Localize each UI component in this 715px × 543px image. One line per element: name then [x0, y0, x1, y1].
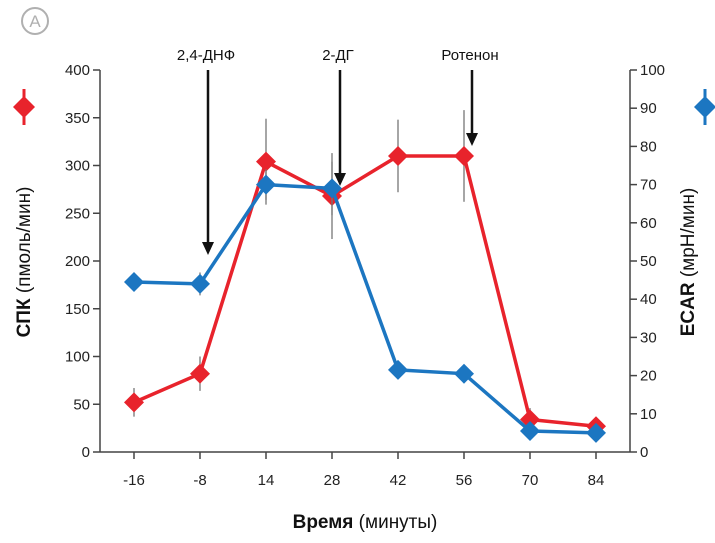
y-right-title: ECAR (мрН/мин)	[678, 188, 699, 337]
x-axis-title: Время (минуты)	[293, 512, 438, 533]
annotations: 2,4-ДНФ 2-ДГ Ротенон	[177, 47, 499, 255]
annotation-arrow-head	[466, 132, 478, 146]
panel-letter: A	[29, 12, 41, 31]
x-tick-label: 84	[588, 472, 605, 489]
annotation-arrow-head	[334, 173, 346, 187]
y-right-tick-label: 10	[640, 406, 657, 423]
panel-badge-circle	[21, 7, 49, 35]
y-right-tick-label: 30	[640, 329, 657, 346]
y-right-tick-label: 80	[640, 138, 657, 155]
x-tick-label: 14	[258, 472, 275, 489]
left-legend-marker	[13, 89, 35, 125]
x-axis-title-bold: Время	[293, 512, 354, 533]
y-right-tick-label: 60	[640, 215, 657, 232]
y-right-tick-label: 20	[640, 368, 657, 385]
y-left-tick-label: 300	[65, 158, 90, 175]
legend-diamond	[13, 96, 35, 118]
series-layer	[124, 110, 606, 443]
y-right-title-bold: ECAR	[678, 282, 699, 336]
right-legend-marker	[694, 89, 715, 125]
y-right-tick-label: 40	[640, 291, 657, 308]
y-left-tick-label: 200	[65, 253, 90, 270]
left-axis-ticks: 0 50 100 150 200 250 300 350 400	[65, 62, 100, 461]
annotation-label: 2-ДГ	[322, 47, 354, 64]
y-left-tick-label: 250	[65, 205, 90, 222]
data-point	[124, 392, 144, 413]
data-point	[190, 363, 210, 384]
y-left-tick-label: 150	[65, 301, 90, 318]
y-left-title: СПК (пмоль/мин)	[14, 187, 35, 338]
series-line	[133, 182, 597, 435]
y-right-tick-label: 0	[640, 444, 648, 461]
y-left-tick-label: 0	[82, 444, 90, 461]
x-tick-label: 28	[324, 472, 341, 489]
y-left-tick-label: 350	[65, 110, 90, 127]
x-tick-label: -8	[193, 472, 206, 489]
y-right-tick-label: 100	[640, 62, 665, 79]
data-point	[454, 363, 474, 384]
data-point	[256, 151, 276, 172]
x-tick-label: 42	[390, 472, 407, 489]
annotation-label: 2,4-ДНФ	[177, 47, 235, 64]
panel-badge: A	[21, 7, 49, 35]
data-point	[520, 420, 540, 441]
annotation-label: Ротенон	[441, 47, 498, 64]
x-tick-label: 70	[522, 472, 539, 489]
data-point	[124, 272, 144, 293]
data-point	[190, 273, 210, 294]
x-tick-label: 56	[456, 472, 473, 489]
y-left-tick-label: 100	[65, 349, 90, 366]
data-point	[454, 145, 474, 166]
y-right-tick-label: 70	[640, 177, 657, 194]
y-right-tick-label: 50	[640, 253, 657, 270]
data-point	[388, 145, 408, 166]
x-axis-title-rest: (минуты)	[353, 512, 437, 533]
y-right-tick-label: 90	[640, 100, 657, 117]
series-СПК	[124, 110, 606, 437]
data-point	[586, 422, 606, 443]
series-ECAR	[124, 161, 606, 443]
y-left-tick-label: 400	[65, 62, 90, 79]
y-left-title-bold: СПК	[14, 298, 35, 337]
x-axis-ticks: -16 -8 14 28 42 56 70 84	[123, 452, 604, 489]
annotation-arrow-head	[202, 242, 214, 255]
y-left-tick-label: 50	[73, 396, 90, 413]
series-line	[133, 154, 597, 428]
data-point	[322, 178, 342, 199]
data-point	[256, 174, 276, 195]
y-right-title-rest: (мрН/мин)	[678, 188, 699, 283]
x-tick-label: -16	[123, 472, 145, 489]
data-point	[388, 359, 408, 380]
legend-diamond	[694, 96, 715, 118]
y-left-title-rest: (пмоль/мин)	[14, 187, 35, 299]
right-axis-ticks: 0 10 20 30 40 50 60 70 80 90 100	[630, 62, 665, 461]
